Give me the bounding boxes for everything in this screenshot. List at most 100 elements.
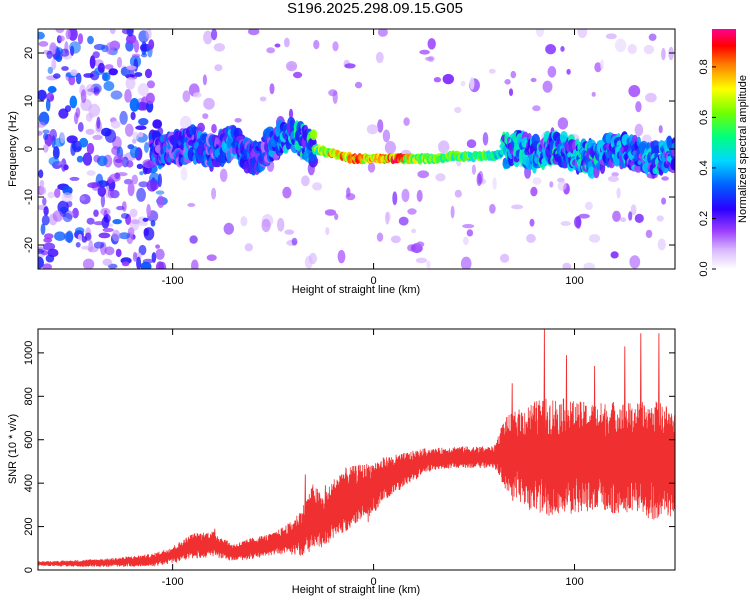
spectrogram-speckle	[116, 56, 123, 68]
colorbar-tick-label: 0.6	[698, 110, 710, 125]
spectrogram-speckle	[54, 188, 61, 199]
spectrogram-speckle	[629, 255, 641, 269]
spectrogram-speckle	[630, 204, 637, 216]
snr-peak	[304, 474, 307, 545]
spectrogram-speckle	[398, 216, 409, 226]
colorbar-gradient	[712, 29, 736, 269]
spectrogram-speckle	[65, 230, 74, 244]
spectrogram-speckle	[202, 74, 207, 86]
spectrogram-speckle	[438, 140, 450, 154]
spectrogram-speckle	[139, 171, 144, 176]
spectrogram-speckle	[38, 256, 44, 269]
spectrogram-speckle	[460, 80, 466, 87]
spectrogram-speckle	[337, 249, 346, 264]
spectrogram-speckle	[110, 120, 121, 129]
spectrogram-speckle	[76, 155, 84, 163]
spectrogram-speckle	[83, 73, 94, 78]
spectrogram-speckle	[102, 258, 113, 266]
spectrogram-speckle	[284, 37, 290, 48]
spectrogram-speckle	[97, 62, 105, 73]
spectrogram-speckle	[376, 232, 384, 242]
spectrogram-speckle	[96, 180, 109, 188]
spectrogram-speckle	[42, 129, 50, 134]
spectrogram-speckle	[313, 39, 320, 50]
spectrogram-speckle	[244, 243, 253, 252]
spectrogram-speckle	[116, 205, 125, 211]
spectrogram-speckle	[38, 169, 44, 179]
spectrogram-y-label: Frequency (Hz)	[7, 111, 19, 187]
spectrogram-speckle	[82, 258, 95, 269]
spectrogram-speckle	[142, 217, 149, 222]
spectrogram-speckle	[96, 116, 101, 129]
spectrogram-speckle	[223, 222, 234, 235]
spectrogram-speckle	[43, 206, 49, 216]
spectrogram-speckle	[93, 209, 99, 217]
spectrogram-speckle	[118, 232, 131, 240]
spectrogram-speckle	[130, 111, 136, 121]
spectrogram-ridge-cell	[671, 142, 675, 150]
spectrogram-speckle	[557, 117, 569, 130]
spectrogram-speckle	[62, 212, 73, 223]
spectrogram-speckle	[193, 92, 202, 98]
spectrogram-speckle	[560, 46, 565, 52]
spectrogram-speckle	[628, 211, 633, 221]
spectrogram-speckle	[547, 66, 557, 78]
spectrogram-speckle	[107, 176, 113, 184]
spectrogram-speckle	[45, 98, 51, 112]
spectrogram-speckle	[126, 29, 134, 37]
spectrogram-speckle	[148, 39, 155, 50]
spectrogram-speckle	[129, 208, 138, 218]
spectrogram-speckle	[403, 117, 410, 126]
snr-y-tick-label: 0	[23, 567, 35, 573]
spectrogram-speckle	[375, 51, 384, 64]
spectrogram-speckle	[206, 254, 217, 261]
snr-x-tick-label: 100	[565, 576, 583, 588]
figure-title: S196.2025.298.09.15.G05	[287, 0, 463, 17]
spectrogram-speckle	[293, 71, 303, 79]
spectrogram-speckle	[75, 72, 82, 85]
spectrogram-speckle	[648, 33, 657, 41]
spectrogram-speckle	[214, 64, 223, 72]
spectrogram-speckle	[108, 68, 118, 76]
spectrogram-speckle	[66, 200, 73, 208]
spectrogram-speckle	[454, 189, 462, 198]
spectrogram-speckle	[138, 244, 147, 256]
spectrogram-ridge-cell	[670, 157, 675, 170]
spectrogram-x-tick-label: -100	[162, 275, 184, 287]
spectrogram-speckle	[40, 223, 46, 235]
spectrogram-speckle	[627, 43, 637, 55]
spectrogram-speckle	[469, 77, 475, 90]
spectrogram-speckle	[288, 108, 294, 119]
spectrogram-speckle	[144, 68, 153, 79]
spectrogram-speckle	[308, 252, 317, 265]
spectrogram-speckle	[69, 176, 80, 181]
spectrogram-speckle	[112, 229, 121, 242]
spectrogram-speckle	[545, 44, 556, 55]
spectrogram-speckle	[42, 144, 49, 153]
spectrogram-speckle	[492, 177, 497, 190]
spectrogram-speckle	[450, 205, 455, 219]
snr-peak	[543, 329, 546, 503]
spectrogram-speckle	[132, 251, 138, 262]
spectrogram-speckle	[55, 54, 63, 62]
spectrogram-speckle	[42, 263, 52, 269]
spectrogram-x-tick-label: 100	[565, 275, 583, 287]
spectrogram-speckle	[70, 69, 78, 76]
spectrogram-speckle	[61, 66, 69, 71]
spectrogram-speckle	[38, 41, 49, 47]
spectrogram-speckle	[211, 29, 218, 41]
spectrogram-speckle	[152, 119, 163, 129]
spectrogram-speckle	[417, 170, 430, 179]
spectrogram-speckle	[583, 262, 595, 269]
spectrogram-speckle	[110, 90, 123, 100]
spectrogram-speckle	[282, 186, 292, 199]
snr-peak	[366, 467, 369, 523]
spectrogram-speckle	[131, 174, 138, 185]
spectrogram-speckle	[156, 195, 165, 208]
spectrogram-speckle	[127, 182, 135, 197]
spectrogram-speckle	[116, 172, 128, 177]
spectrogram-speckle	[103, 214, 111, 223]
spectrogram-speckle	[577, 29, 588, 39]
spectrogram-speckle	[628, 85, 641, 98]
spectrogram-speckle	[146, 179, 158, 192]
